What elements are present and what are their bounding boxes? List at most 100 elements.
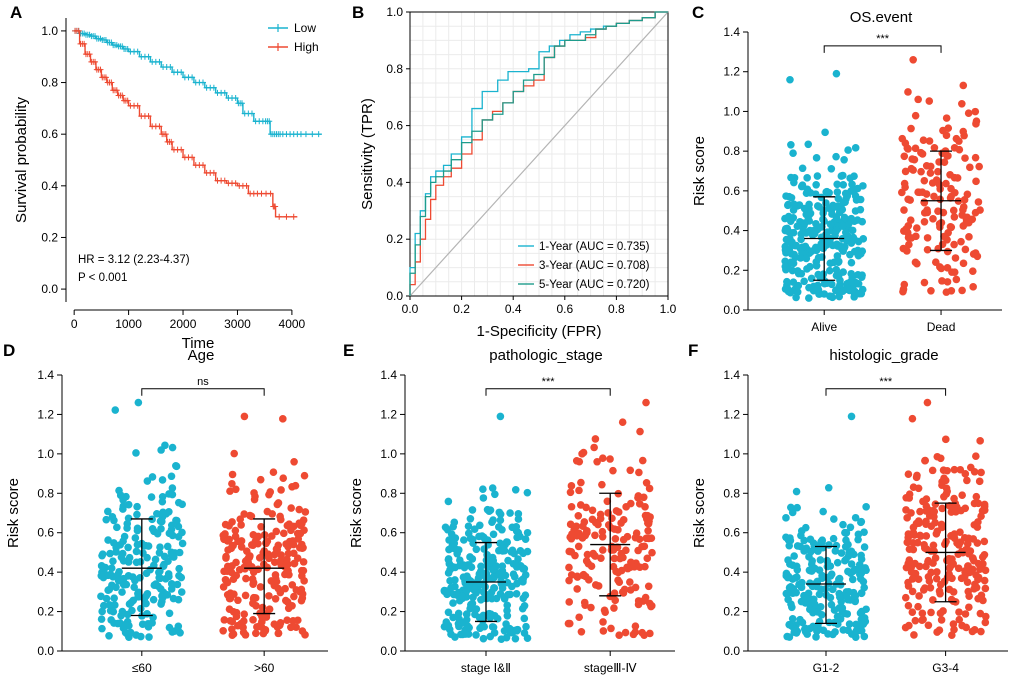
data-point [177, 573, 186, 582]
data-point [915, 592, 923, 600]
data-point [909, 166, 917, 174]
data-point [819, 507, 827, 516]
data-point [240, 412, 249, 421]
data-point [932, 530, 941, 538]
panel-letter: C [692, 3, 704, 22]
data-point [122, 580, 131, 589]
censor-mark [113, 87, 120, 94]
data-point [927, 547, 935, 555]
data-point [521, 571, 530, 579]
data-point [969, 283, 977, 291]
data-point [911, 111, 920, 120]
data-point [961, 245, 970, 254]
data-point [615, 631, 623, 640]
panel-letter: A [10, 3, 22, 22]
data-point [824, 483, 833, 492]
data-point [836, 615, 845, 623]
data-point [619, 516, 628, 524]
data-point [523, 488, 532, 497]
data-point [904, 470, 913, 479]
data-point [240, 510, 248, 518]
data-point [576, 501, 585, 509]
data-point [955, 137, 963, 145]
data-point [521, 535, 530, 544]
data-point [483, 551, 491, 559]
data-point [114, 576, 123, 585]
data-point [789, 149, 797, 158]
data-point [619, 553, 627, 562]
data-point [838, 171, 847, 180]
data-point [514, 555, 522, 563]
data-point [851, 144, 860, 152]
data-point [466, 534, 475, 543]
data-point [980, 537, 989, 546]
data-point [922, 520, 930, 528]
data-point [971, 107, 980, 116]
data-point [924, 573, 933, 581]
data-point [842, 555, 850, 564]
data-point [631, 622, 640, 631]
data-point [124, 543, 132, 552]
data-point [598, 480, 606, 489]
data-point [830, 606, 839, 614]
data-point [959, 81, 968, 90]
data-point [971, 153, 980, 162]
data-point [442, 618, 451, 626]
data-point [252, 602, 260, 610]
significance-bracket [485, 388, 611, 396]
data-point [812, 154, 821, 162]
y-tick-label: 0.2 [380, 605, 397, 619]
y-tick-label: 0.6 [41, 127, 58, 141]
data-point [636, 563, 644, 571]
data-point [504, 590, 512, 599]
data-point [956, 538, 965, 547]
data-point [840, 242, 849, 251]
data-point [786, 217, 795, 225]
censor-mark [145, 53, 152, 60]
data-point [850, 172, 858, 181]
data-point [109, 557, 117, 565]
data-point [175, 548, 184, 557]
data-point [486, 632, 495, 641]
data-point [288, 581, 297, 589]
data-point [301, 508, 310, 516]
y-tick-label: 1.2 [723, 65, 740, 79]
data-point [178, 500, 186, 509]
data-point [913, 259, 921, 268]
data-point [445, 545, 453, 554]
data-point [577, 627, 586, 636]
data-point [929, 541, 938, 550]
data-point [932, 574, 941, 583]
data-point [281, 596, 290, 605]
data-point [923, 208, 932, 217]
data-point [968, 627, 977, 636]
data-point [788, 614, 797, 623]
data-point [168, 443, 177, 452]
censor-mark [267, 190, 274, 197]
data-point [922, 161, 931, 170]
legend-label: 1-Year (AUC = 0.735) [539, 241, 650, 253]
data-point [857, 273, 866, 282]
data-point [158, 476, 167, 484]
legend-label: 5-Year (AUC = 0.720) [539, 279, 650, 291]
data-point [573, 585, 581, 593]
data-point [230, 449, 239, 458]
data-point [806, 209, 815, 218]
data-point [819, 209, 827, 217]
data-point [598, 527, 607, 536]
data-point [172, 461, 180, 470]
data-point [823, 279, 831, 288]
data-point [823, 187, 831, 196]
data-point [787, 141, 795, 149]
data-point [810, 226, 818, 235]
data-point [911, 559, 919, 568]
data-point [923, 245, 932, 254]
data-point [223, 567, 231, 575]
data-point [490, 584, 499, 592]
data-point [972, 583, 981, 592]
data-point [955, 608, 963, 616]
data-point [782, 569, 791, 578]
data-point [124, 500, 133, 509]
data-point [943, 247, 952, 256]
data-point [647, 602, 656, 610]
